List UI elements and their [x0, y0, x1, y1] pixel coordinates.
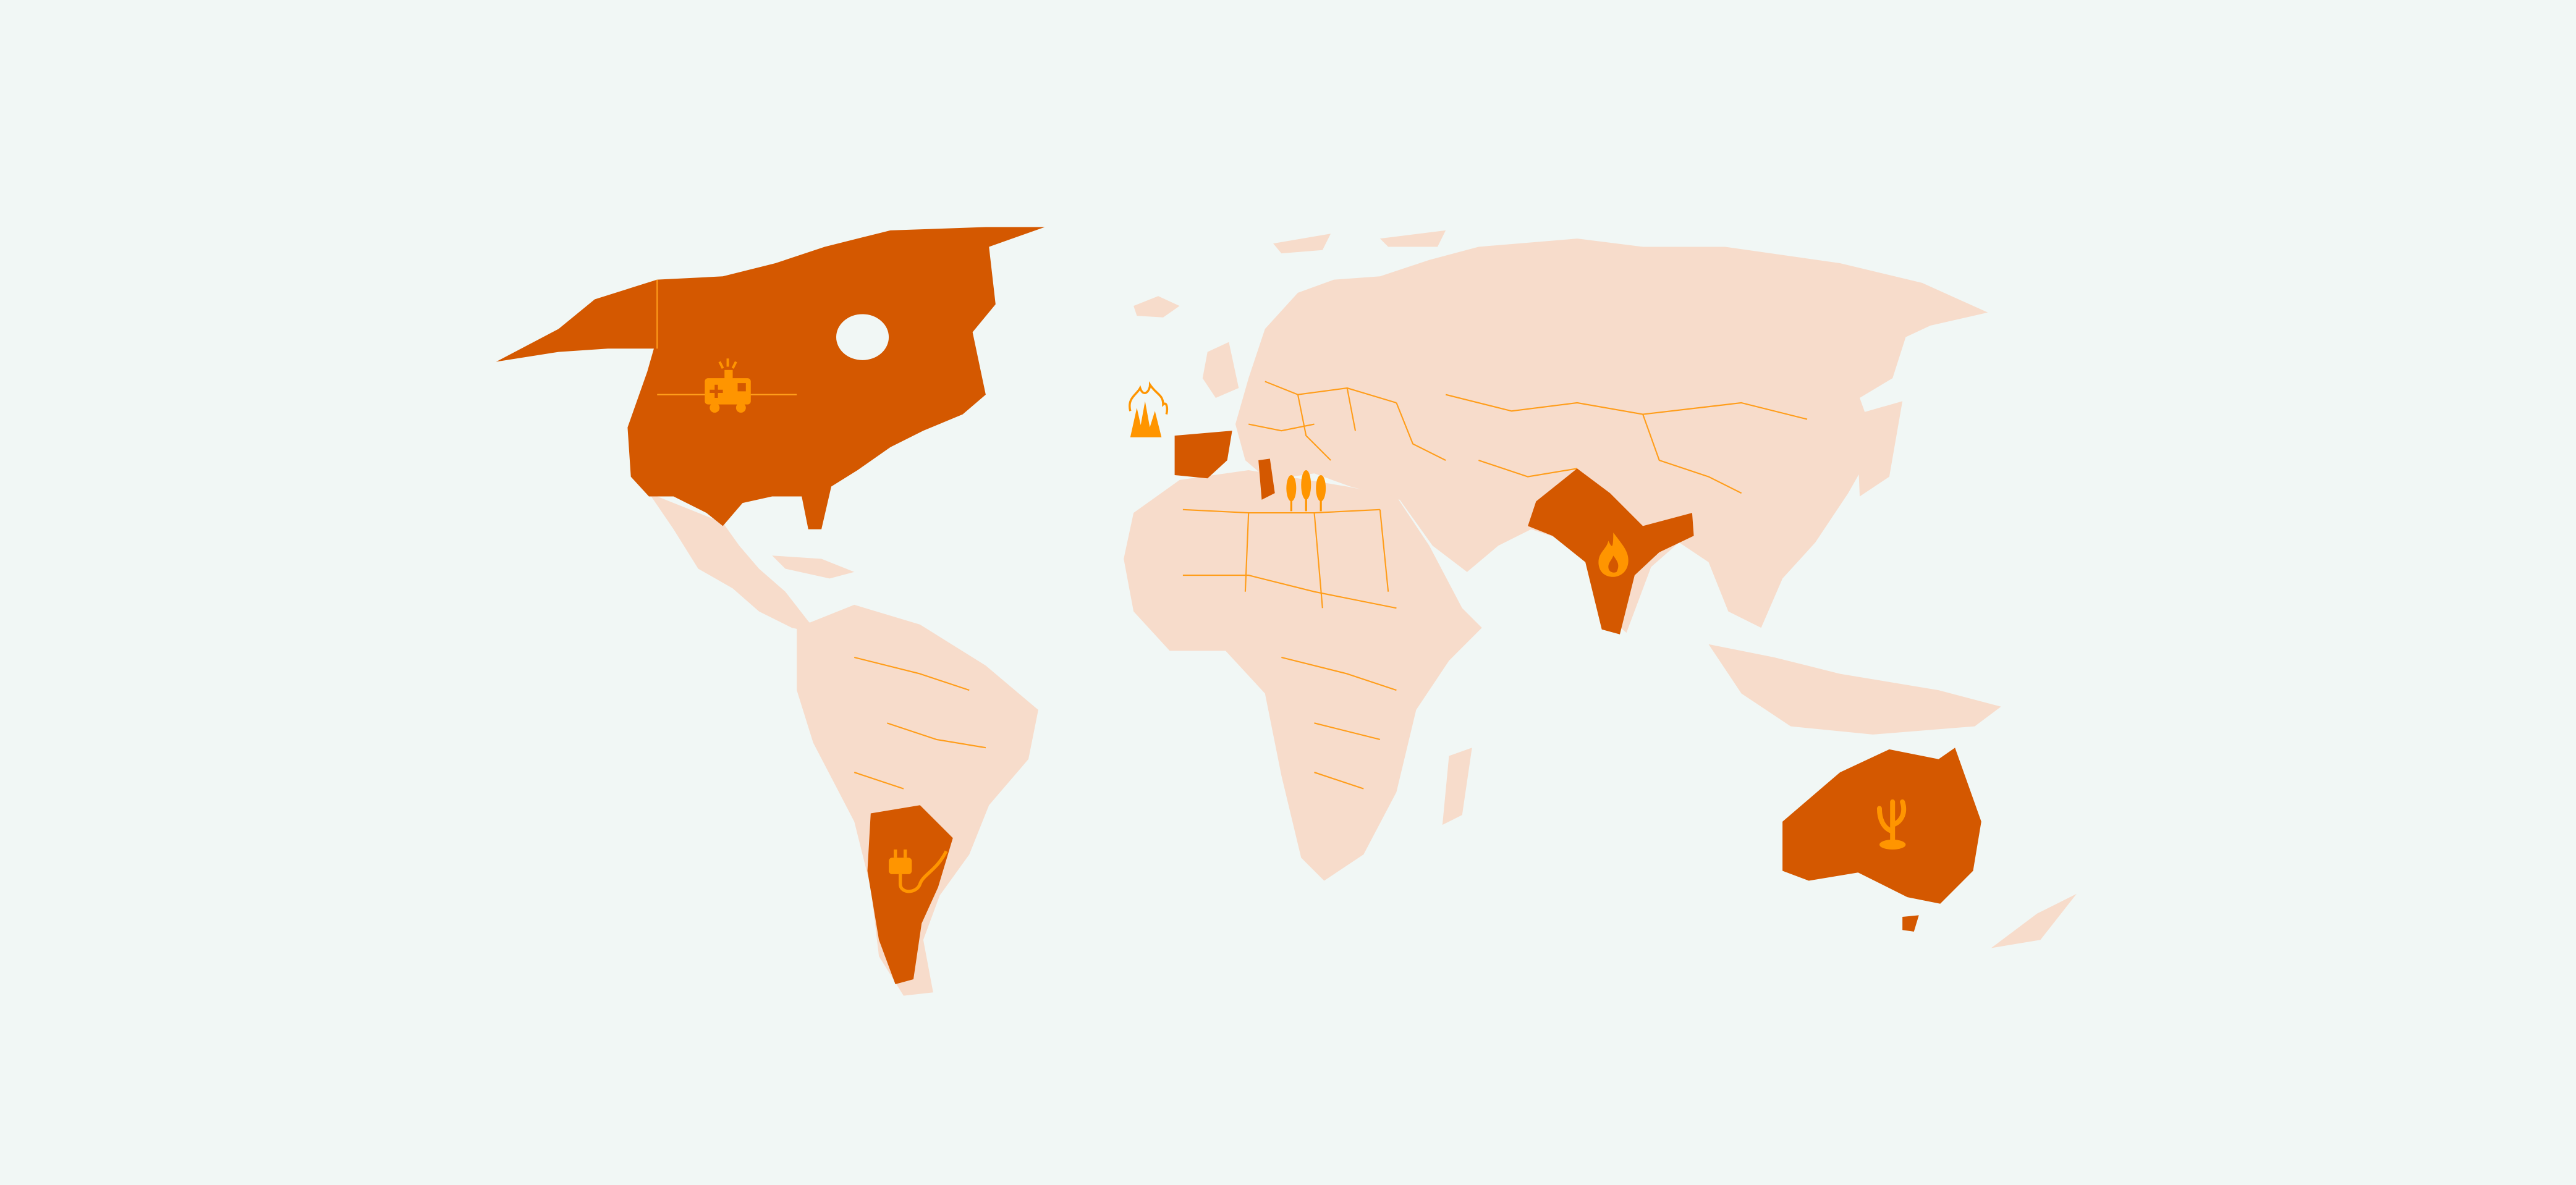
power-plug-icon: [889, 850, 948, 893]
new-zealand: [1991, 893, 2077, 948]
ambulance-icon: [705, 358, 751, 413]
north-america-highlight: [496, 227, 1045, 529]
coral-icon: [1876, 799, 1907, 850]
caribbean: [772, 555, 855, 579]
japan: [1856, 401, 1903, 497]
tasmania-highlight: [1902, 915, 1919, 932]
british-isles: [1202, 342, 1239, 399]
argentina-highlight: [867, 805, 953, 984]
spain-highlight: [1174, 431, 1232, 479]
highlighted-countries: [496, 227, 1981, 984]
hudson-bay: [836, 314, 889, 360]
south-america: [797, 604, 1038, 996]
eurasia: [1235, 238, 1988, 633]
tunisia-highlight: [1258, 458, 1275, 500]
africa: [1124, 470, 1482, 881]
country-borders: [854, 381, 1808, 790]
mexico-central-america: [648, 493, 822, 635]
iceland: [1133, 296, 1180, 318]
madagascar: [1442, 748, 1472, 825]
southeast-asia-islands: [1708, 644, 2001, 735]
arctic-islands-east: [1273, 230, 1446, 254]
wheat-icon: [1286, 470, 1326, 512]
land-base: [648, 230, 2077, 996]
fire-icon: [1598, 532, 1629, 577]
forest-fire-icon: [1129, 381, 1169, 437]
